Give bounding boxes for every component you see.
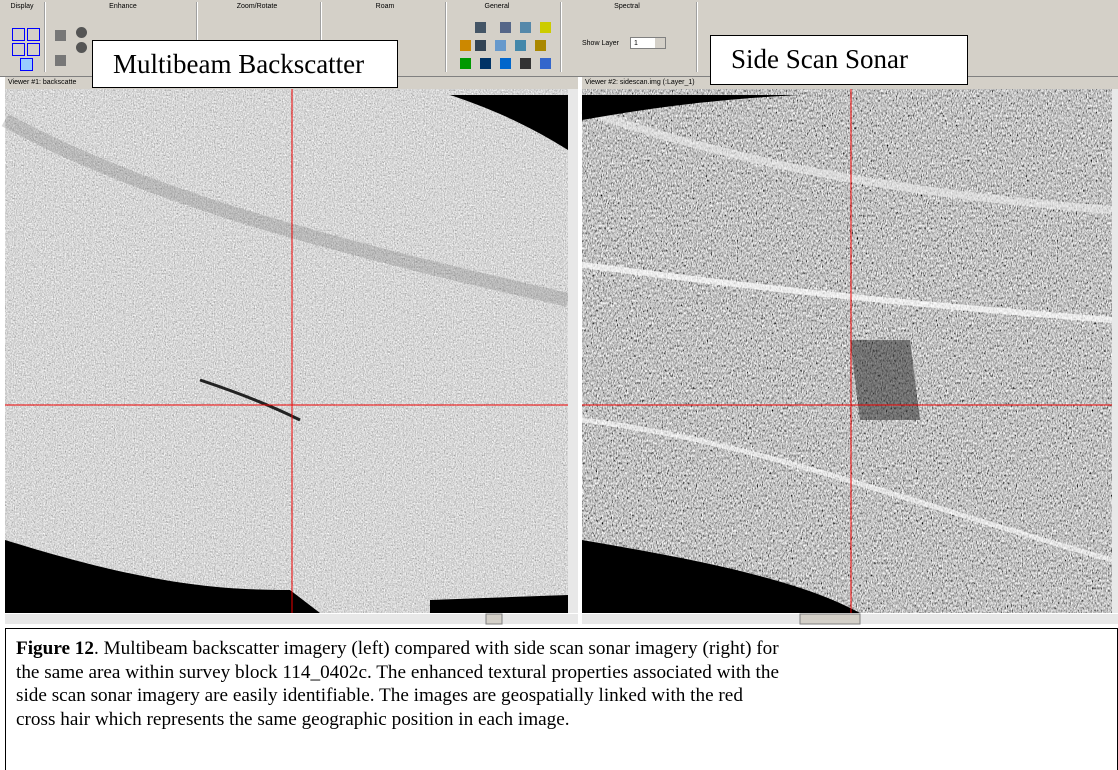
overlay-label: Multibeam Backscatter	[92, 40, 398, 88]
caption-line: cross hair which represents the same geo…	[16, 708, 570, 730]
separator	[445, 2, 447, 72]
caption: Figure 12. Multibeam backscatter imagery…	[5, 628, 1118, 770]
icon[interactable]	[12, 43, 25, 56]
icon[interactable]	[76, 27, 87, 38]
streak	[1, 113, 570, 307]
group-label: Spectral	[614, 3, 640, 10]
show-layer-label: Show Layer	[582, 40, 619, 47]
icon[interactable]	[500, 58, 511, 69]
separator	[44, 2, 46, 72]
viewers	[1, 89, 1118, 625]
streak	[580, 106, 1113, 214]
scrollbar[interactable]	[1112, 89, 1118, 613]
layer-value: 1	[634, 40, 638, 47]
scroll-thumb[interactable]	[799, 613, 861, 625]
group-label: Enhance	[109, 3, 137, 10]
streak	[581, 262, 1113, 323]
caption-line: the same area within survey block 114_04…	[16, 661, 779, 683]
nodata	[582, 95, 800, 120]
left-image	[1, 89, 578, 625]
scrollbar[interactable]	[568, 89, 578, 613]
icon[interactable]	[480, 58, 491, 69]
icon[interactable]	[27, 28, 40, 41]
separator	[696, 2, 698, 72]
icon[interactable]	[20, 58, 33, 71]
group-label: Zoom/Rotate	[236, 3, 278, 10]
caption-line: Figure 12. Multibeam backscatter imagery…	[16, 637, 1117, 661]
icon[interactable]	[460, 40, 471, 51]
icon[interactable]	[540, 22, 551, 33]
icon[interactable]	[520, 22, 531, 33]
scrollbar[interactable]	[5, 614, 578, 624]
icon[interactable]	[55, 55, 66, 66]
icon[interactable]	[12, 28, 25, 41]
icon[interactable]	[500, 22, 511, 33]
icon[interactable]	[475, 22, 486, 33]
right-image	[580, 89, 1118, 625]
image-base	[5, 89, 568, 613]
icon[interactable]	[55, 30, 66, 41]
image-texture	[5, 89, 568, 613]
separator	[320, 2, 322, 72]
image-texture	[582, 89, 1112, 613]
separator	[560, 2, 562, 72]
streak	[199, 378, 301, 422]
icon[interactable]	[495, 40, 506, 51]
caption-text: . Multibeam backscatter imagery (left) c…	[94, 638, 779, 659]
icon[interactable]	[475, 40, 486, 51]
nodata	[5, 540, 320, 613]
dropdown-button[interactable]	[655, 38, 665, 48]
image-base	[582, 89, 1112, 613]
nodata	[450, 95, 568, 150]
icon[interactable]	[540, 58, 551, 69]
figure-label: Figure 12	[16, 638, 94, 659]
icon[interactable]	[460, 58, 471, 69]
streak	[581, 417, 1113, 563]
dark-patch	[850, 340, 920, 420]
nodata	[430, 595, 568, 613]
scroll-thumb[interactable]	[485, 613, 503, 625]
scrollbar[interactable]	[582, 614, 1118, 624]
overlay-label: Side Scan Sonar	[710, 35, 968, 85]
icon[interactable]	[76, 42, 87, 53]
icon[interactable]	[515, 40, 526, 51]
icon[interactable]	[27, 43, 40, 56]
icon[interactable]	[520, 58, 531, 69]
group-label: Roam	[375, 3, 395, 10]
group-label: Display	[10, 3, 34, 10]
layer-select[interactable]: 1	[630, 37, 666, 49]
caption-line: side scan sonar imagery are easily ident…	[16, 685, 743, 706]
group-label: General	[484, 3, 510, 10]
separator	[196, 2, 198, 72]
icon[interactable]	[535, 40, 546, 51]
nodata	[582, 540, 860, 613]
